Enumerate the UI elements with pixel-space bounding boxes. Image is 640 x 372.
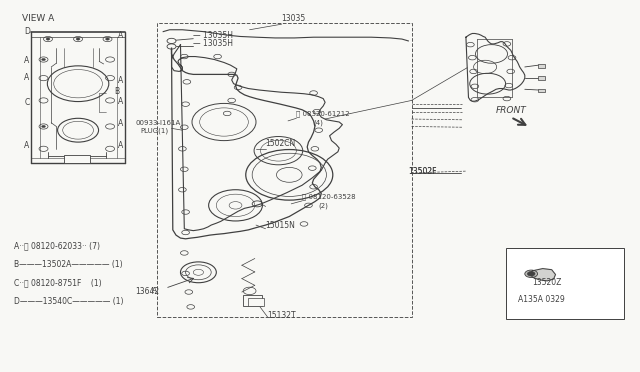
- Polygon shape: [530, 269, 556, 281]
- Text: 13035: 13035: [282, 14, 306, 23]
- Bar: [248, 298, 264, 306]
- Text: (2): (2): [319, 203, 328, 209]
- Circle shape: [106, 38, 109, 40]
- Text: D: D: [24, 28, 30, 36]
- Text: Ⓢ 08320-61212: Ⓢ 08320-61212: [296, 110, 350, 117]
- Text: D———13540C————— (1): D———13540C————— (1): [14, 297, 124, 306]
- Text: FRONT: FRONT: [496, 106, 527, 115]
- Circle shape: [527, 272, 535, 276]
- Circle shape: [46, 38, 50, 40]
- Text: A: A: [118, 76, 124, 85]
- Bar: [538, 64, 545, 68]
- Text: A: A: [24, 56, 29, 65]
- Text: A: A: [118, 141, 124, 150]
- Bar: [157, 23, 412, 317]
- Bar: [506, 248, 624, 319]
- Circle shape: [76, 38, 80, 40]
- Text: 13502F: 13502F: [408, 167, 437, 176]
- Text: 1502CN: 1502CN: [266, 139, 296, 148]
- Bar: [538, 76, 545, 80]
- Text: 15132T: 15132T: [268, 311, 296, 320]
- Circle shape: [42, 58, 45, 61]
- Text: A: A: [118, 119, 124, 128]
- Bar: [64, 155, 90, 163]
- Text: A135A 0329: A135A 0329: [518, 295, 565, 304]
- Text: Ⓡ 08120-63528: Ⓡ 08120-63528: [302, 193, 356, 200]
- Text: PLUG(1): PLUG(1): [141, 128, 169, 134]
- Text: — 13035H: — 13035H: [193, 31, 234, 40]
- Text: A: A: [118, 31, 124, 40]
- Text: (4): (4): [314, 120, 323, 126]
- Text: VIEW A: VIEW A: [22, 14, 54, 23]
- Text: 15015N: 15015N: [266, 221, 296, 230]
- Bar: [538, 89, 545, 92]
- Text: B———13502A————— (1): B———13502A————— (1): [14, 260, 123, 269]
- Text: A: A: [24, 73, 29, 82]
- Text: C: C: [24, 98, 29, 107]
- Text: A··Ⓐ 08120-62033·· (7): A··Ⓐ 08120-62033·· (7): [14, 241, 100, 250]
- Text: A: A: [152, 287, 157, 293]
- Text: — 13035H: — 13035H: [193, 39, 234, 48]
- Text: 13520Z: 13520Z: [532, 278, 562, 287]
- Circle shape: [42, 125, 45, 128]
- Text: 13642: 13642: [136, 287, 160, 296]
- Text: A: A: [24, 141, 29, 150]
- Text: A: A: [118, 97, 124, 106]
- Text: C··Ⓐ 08120-8751F    (1): C··Ⓐ 08120-8751F (1): [14, 278, 102, 287]
- Circle shape: [525, 270, 538, 278]
- Text: 00933-I161A: 00933-I161A: [136, 120, 181, 126]
- Text: 13502F: 13502F: [408, 167, 437, 176]
- Bar: [243, 295, 262, 306]
- Text: B: B: [114, 87, 119, 96]
